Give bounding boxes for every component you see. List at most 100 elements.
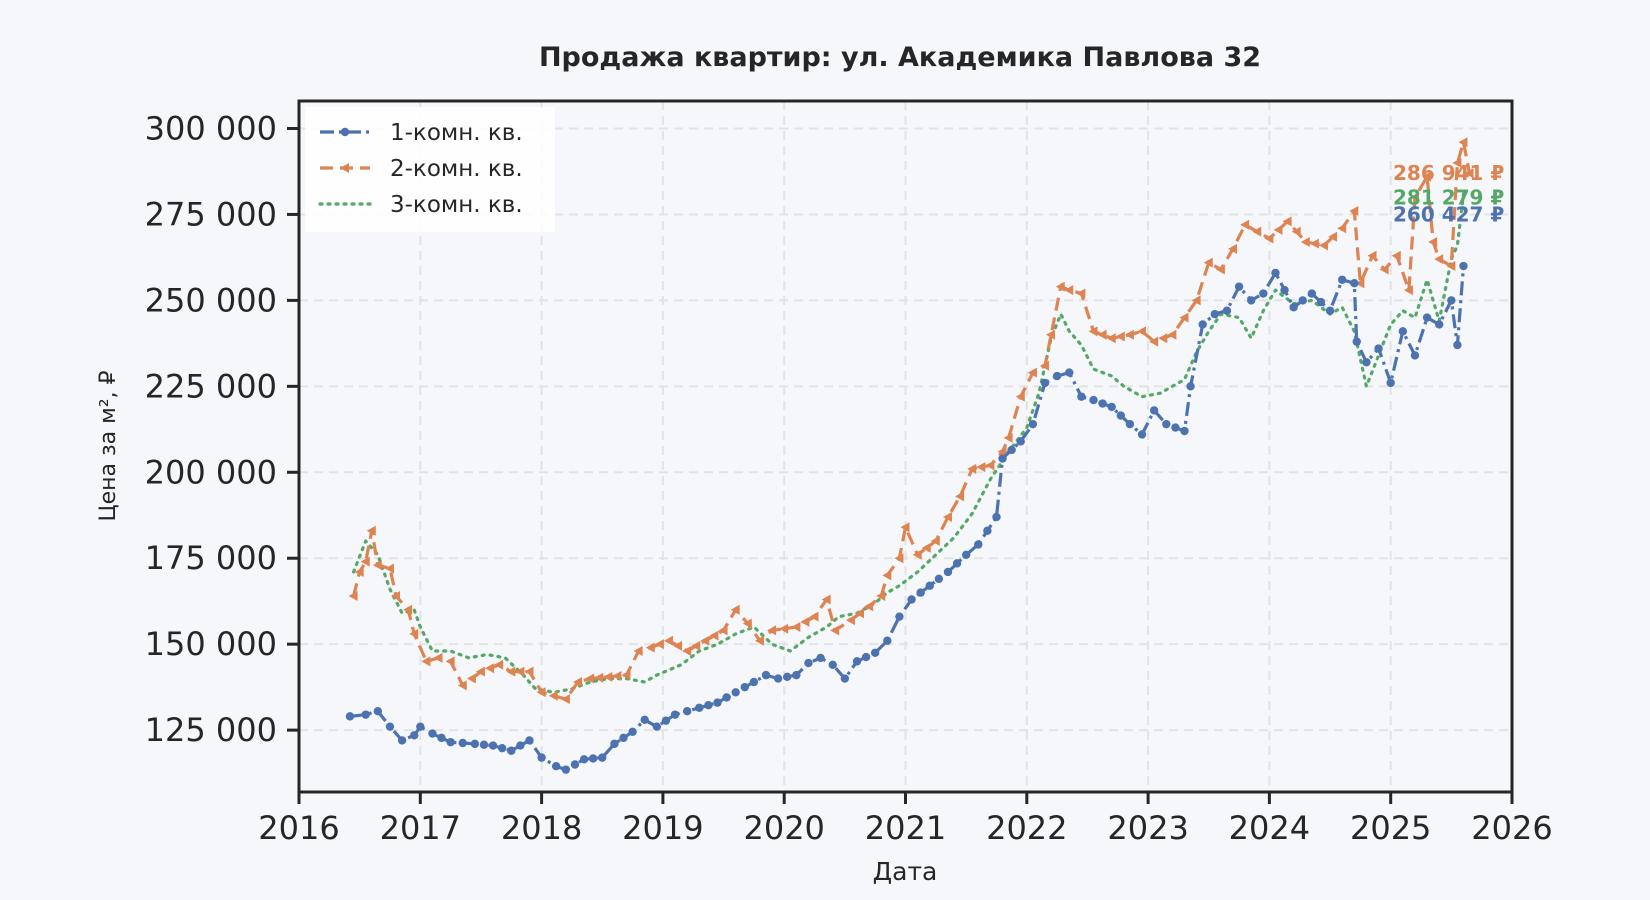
data-point [682,646,692,657]
x-axis: 2016 2017 2018 2019 2020 2021 2022 2023 2024 2025… [258,792,1553,847]
series-1-комн. кв. [345,261,1468,774]
data-point [1337,275,1347,284]
data-point [1046,329,1056,340]
data-point [961,550,971,559]
legend: 1-комн. кв. 2-комн. кв. 3-комн. кв. [305,107,555,232]
data-point [507,746,516,755]
data-point [852,657,862,666]
data-point [855,608,865,619]
data-point [416,722,425,731]
y-tick-label: 200 000 [145,453,277,491]
series-line [352,192,1466,694]
data-point [506,666,516,677]
data-point [1316,297,1326,307]
data-point [912,549,922,560]
data-point [410,731,419,740]
data-point [1434,254,1444,265]
data-point [1149,336,1159,347]
data-point [1464,168,1474,179]
x-tick-label: 2019 [622,809,703,847]
data-point [1374,344,1383,353]
data-point [934,574,944,584]
data-point [348,591,358,602]
data-point [594,672,604,683]
data-point [1403,285,1413,296]
data-point [783,672,792,682]
data-point [1452,157,1462,168]
data-point [524,666,534,677]
data-point [1088,326,1098,337]
data-point [1459,261,1468,271]
data-point [437,733,446,743]
data-point [1422,313,1432,322]
data-point [1039,360,1049,371]
data-point [1352,337,1361,346]
data-point [560,694,570,705]
x-tick-label: 2023 [1107,809,1188,847]
data-point [457,680,467,691]
data-point [1124,329,1134,340]
data-point [1137,430,1147,439]
data-point [466,673,476,684]
data-point [536,687,546,698]
legend-label: 1-комн. кв. [390,120,523,146]
data-point [1252,226,1262,237]
end-value-label: 281 279 ₽ [1393,185,1504,209]
data-point [1125,419,1135,429]
data-point [570,760,580,769]
series-line [349,265,1466,772]
data-point [1446,261,1456,272]
legend-label: 2-комн. кв. [390,156,523,182]
data-point [883,636,892,645]
data-point [612,670,622,681]
data-point [361,710,370,719]
data-point [700,635,710,646]
data-point [1210,309,1220,319]
y-axis: 125 000 150 000 175 000 200 000 225 000 250 0… [145,110,299,749]
chart-title: Продажа квартир: ул. Академика Павлова 3… [539,42,1261,73]
data-point [1064,285,1074,296]
data-point [1162,419,1171,429]
legend-marker [340,163,349,173]
data-point [1350,279,1359,288]
data-point [864,601,874,612]
end-value-label: 286 941 ₽ [1393,161,1504,185]
y-tick-label: 175 000 [145,539,277,577]
data-point [1107,402,1116,412]
data-point [673,640,683,651]
data-point [585,673,595,684]
data-point [360,556,370,567]
data-point [742,618,752,629]
data-point [1349,206,1359,217]
data-point [446,737,455,747]
data-point [1453,340,1462,350]
data-point [572,676,582,687]
data-point [1098,399,1107,408]
data-point [1240,219,1250,230]
data-point [1203,257,1213,268]
data-point [713,698,722,707]
data-point [870,648,880,657]
data-point [598,753,607,762]
data-point [385,722,395,731]
data-point [1410,351,1420,360]
data-point [804,658,813,668]
data-point [845,615,855,626]
data-point [1367,250,1377,261]
data-point [749,677,759,687]
legend-marker [340,127,350,137]
data-point [654,639,664,650]
y-tick-label: 300 000 [145,110,277,148]
data-point [1289,303,1298,312]
data-point [1458,137,1468,148]
data-point [998,454,1007,463]
data-point [621,670,631,681]
data-point [1428,236,1438,247]
data-point [645,642,655,653]
data-point [1435,320,1444,329]
data-point [976,462,986,473]
data-point [1386,378,1395,388]
data-point [373,707,383,716]
data-point [1065,368,1074,377]
data-point [1198,320,1207,329]
